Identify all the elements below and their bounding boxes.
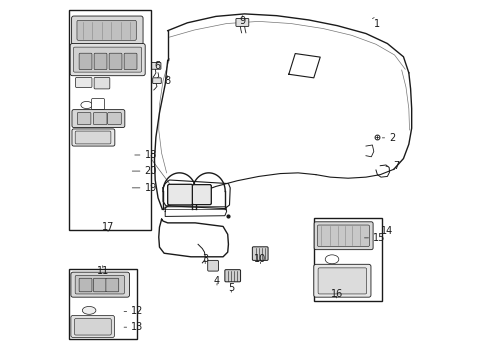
FancyBboxPatch shape bbox=[72, 110, 124, 127]
Text: 20: 20 bbox=[144, 166, 157, 176]
FancyBboxPatch shape bbox=[91, 99, 104, 110]
Text: 11: 11 bbox=[96, 266, 109, 276]
Text: 18: 18 bbox=[144, 150, 157, 160]
Text: 13: 13 bbox=[131, 322, 143, 332]
FancyBboxPatch shape bbox=[94, 77, 110, 89]
Text: 6: 6 bbox=[154, 62, 160, 71]
FancyBboxPatch shape bbox=[75, 131, 111, 144]
Bar bbox=[69, 269, 136, 339]
FancyBboxPatch shape bbox=[317, 268, 366, 294]
Text: 14: 14 bbox=[381, 226, 393, 236]
FancyBboxPatch shape bbox=[167, 184, 192, 205]
Text: 1: 1 bbox=[373, 19, 379, 29]
Text: 16: 16 bbox=[330, 289, 342, 298]
Ellipse shape bbox=[325, 255, 338, 264]
FancyBboxPatch shape bbox=[317, 225, 369, 247]
FancyBboxPatch shape bbox=[93, 112, 107, 125]
Text: 15: 15 bbox=[372, 233, 385, 243]
Text: 8: 8 bbox=[164, 76, 170, 86]
FancyBboxPatch shape bbox=[124, 53, 137, 69]
FancyBboxPatch shape bbox=[73, 47, 142, 72]
FancyBboxPatch shape bbox=[207, 260, 218, 271]
Text: 7: 7 bbox=[392, 161, 398, 171]
Text: 12: 12 bbox=[131, 306, 143, 316]
FancyBboxPatch shape bbox=[71, 315, 114, 338]
FancyBboxPatch shape bbox=[106, 278, 119, 292]
Bar bbox=[69, 10, 151, 230]
FancyBboxPatch shape bbox=[94, 53, 107, 69]
FancyBboxPatch shape bbox=[70, 44, 145, 76]
FancyBboxPatch shape bbox=[150, 63, 161, 69]
FancyBboxPatch shape bbox=[224, 270, 240, 282]
FancyBboxPatch shape bbox=[152, 78, 161, 84]
FancyBboxPatch shape bbox=[313, 222, 372, 249]
FancyBboxPatch shape bbox=[71, 16, 143, 45]
FancyBboxPatch shape bbox=[109, 53, 122, 69]
Text: 9: 9 bbox=[239, 16, 245, 26]
Text: 10: 10 bbox=[254, 254, 266, 264]
FancyBboxPatch shape bbox=[75, 77, 92, 87]
Text: 19: 19 bbox=[144, 183, 157, 193]
FancyBboxPatch shape bbox=[74, 319, 111, 335]
Ellipse shape bbox=[81, 102, 92, 109]
FancyBboxPatch shape bbox=[77, 112, 91, 125]
FancyBboxPatch shape bbox=[252, 247, 267, 260]
FancyBboxPatch shape bbox=[75, 275, 124, 294]
FancyBboxPatch shape bbox=[77, 20, 136, 40]
Text: 17: 17 bbox=[102, 222, 114, 232]
FancyBboxPatch shape bbox=[79, 278, 92, 292]
FancyBboxPatch shape bbox=[192, 185, 211, 204]
FancyBboxPatch shape bbox=[313, 264, 370, 297]
FancyBboxPatch shape bbox=[71, 272, 129, 297]
Ellipse shape bbox=[82, 306, 96, 314]
FancyBboxPatch shape bbox=[235, 18, 248, 26]
Text: 3: 3 bbox=[202, 254, 208, 264]
Text: 5: 5 bbox=[228, 283, 234, 293]
FancyBboxPatch shape bbox=[79, 53, 92, 69]
FancyBboxPatch shape bbox=[72, 129, 115, 146]
Text: 4: 4 bbox=[213, 276, 220, 286]
FancyBboxPatch shape bbox=[93, 278, 106, 292]
Text: 2: 2 bbox=[388, 133, 395, 143]
Bar bbox=[313, 217, 381, 301]
FancyBboxPatch shape bbox=[107, 112, 121, 125]
